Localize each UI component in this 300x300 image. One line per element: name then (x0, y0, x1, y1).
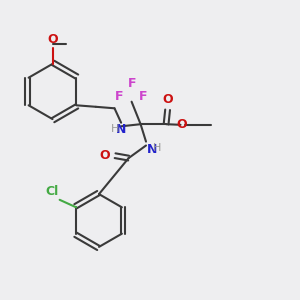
Text: N: N (147, 142, 157, 155)
Text: H: H (153, 142, 161, 152)
Text: H: H (111, 124, 119, 134)
Text: O: O (47, 33, 58, 46)
Text: O: O (176, 118, 187, 131)
Text: F: F (128, 77, 137, 90)
Text: N: N (116, 123, 127, 136)
Text: Cl: Cl (45, 185, 58, 198)
Text: O: O (163, 93, 173, 106)
Text: F: F (140, 90, 148, 103)
Text: O: O (99, 149, 110, 162)
Text: F: F (116, 90, 124, 103)
